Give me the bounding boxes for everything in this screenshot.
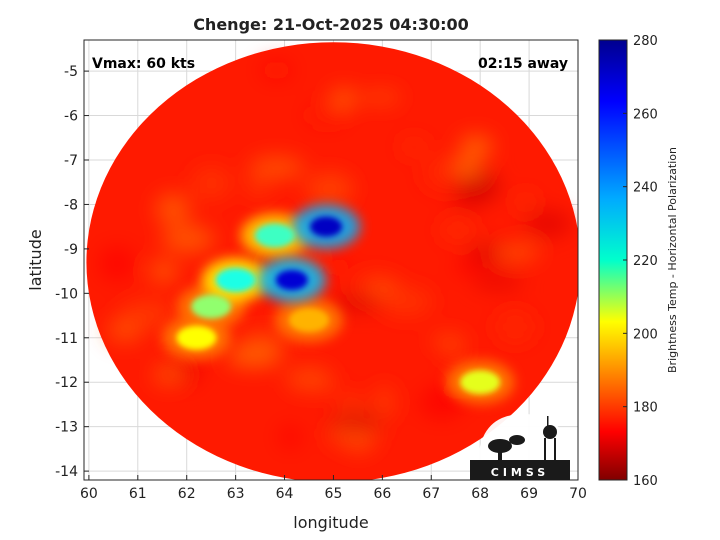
y-axis-label: latitude [26,229,45,290]
y-tick-label: -12 [55,375,78,391]
feature-core [275,270,308,290]
texture-blob [153,363,186,386]
feature-core [254,223,295,248]
texture-blob [421,161,467,192]
texture-blob [495,244,540,261]
chart-title: Chenge: 21-Oct-2025 04:30:00 [193,15,469,34]
y-tick-label: -10 [55,286,78,302]
colorbar-tick-label: 280 [633,34,658,49]
colorbar-tick-label: 260 [633,107,658,122]
x-tick-label: 68 [471,486,489,502]
texture-blob [286,367,333,392]
x-tick-label: 60 [80,486,98,502]
cimss-logo: CIMSS [470,414,570,480]
x-tick-label: 70 [569,486,587,502]
x-tick-label: 64 [276,486,294,502]
colorbar-ticks: 280 260 240 220 200 180 160 [623,34,658,489]
texture-blob [466,242,508,266]
y-tick-label: -13 [55,420,78,436]
colorbar-tick-label: 220 [633,254,658,269]
texture-blob [329,410,384,432]
y-tick-label: -14 [55,464,78,480]
texture-blob [430,334,465,348]
time-away-annotation: 02:15 away [478,56,568,72]
feature-core [176,325,217,350]
texture-blob [459,134,493,159]
plot-frame [83,39,579,481]
texture-blob [360,89,402,105]
texture-blob [305,104,348,126]
texture-blob [149,260,178,283]
texture-blob [155,193,190,226]
colorbar [598,39,628,481]
texture-blob [495,310,536,344]
colorbar-tick-label: 200 [633,327,658,342]
x-tick-label: 61 [129,486,147,502]
y-tick-label: -5 [64,64,78,80]
texture-blob [379,286,434,317]
y-tick-label: -8 [64,197,78,213]
feature-core [288,308,329,332]
texture-blob [162,225,215,254]
texture-blob [120,299,174,330]
texture-blob [246,165,270,199]
texture-blob [278,424,302,449]
y-tick-label: -7 [64,153,78,169]
logo-text: CIMSS [491,466,549,479]
texture-blob [513,193,537,211]
texture-blob [192,166,232,200]
texture-blob [325,256,349,279]
texture-blob [524,210,572,238]
texture-blob [473,273,524,290]
convective-features [162,204,515,405]
swath-texture [98,60,572,453]
feature-core [215,268,256,292]
colorbar-tick-label: 180 [633,401,658,416]
feature-core [460,370,501,395]
colorbar-tick-label: 160 [633,474,658,489]
x-tick-label: 67 [422,486,440,502]
vmax-annotation: Vmax: 60 kts [92,56,195,72]
texture-blob [306,172,354,206]
brightness-temperature-swath [86,42,578,480]
x-tick-label: 69 [520,486,538,502]
texture-blob [229,340,283,368]
texture-blob [98,246,136,282]
colorbar-label: Brightness Temp - Horizontal Polarizatio… [666,147,679,373]
x-tick-label: 63 [227,486,245,502]
y-tick-label: -9 [64,242,78,258]
y-axis-ticks: -5 -6 -7 -8 -9 -10 -11 -12 -13 -14 [55,64,89,480]
feature-core [191,294,232,319]
x-tick-label: 65 [325,486,343,502]
texture-blob [455,156,482,180]
x-tick-label: 66 [373,486,391,502]
texture-blob [373,384,395,420]
x-tick-label: 62 [178,486,196,502]
texture-blob [399,137,429,156]
texture-blob [329,87,358,111]
colorbar-tick-label: 240 [633,181,658,196]
feature-core [310,216,343,237]
texture-blob [438,218,477,242]
x-axis-label: longitude [293,513,368,532]
texture-blob [260,60,293,81]
y-tick-label: -6 [64,109,78,125]
texture-blob [451,193,488,208]
y-tick-label: -11 [55,331,78,347]
